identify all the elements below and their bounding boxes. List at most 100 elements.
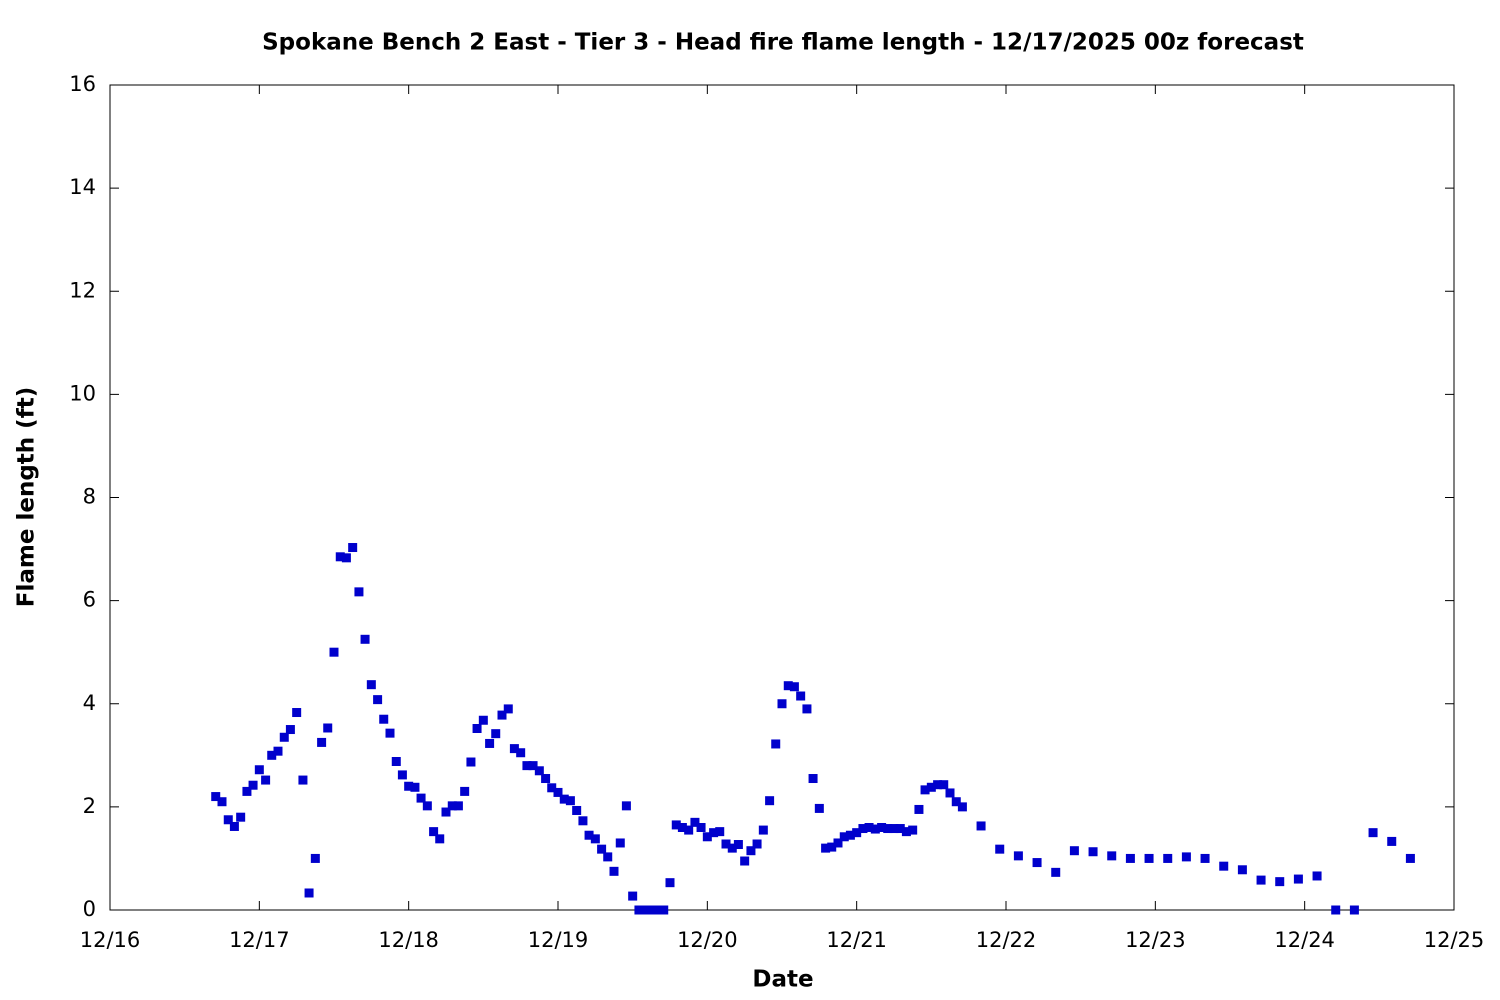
point: [889, 824, 899, 834]
point: [509, 744, 519, 754]
point: [242, 786, 252, 796]
point: [491, 729, 501, 739]
point: [995, 844, 1005, 854]
point: [565, 796, 575, 806]
point: [1368, 828, 1378, 838]
point: [273, 746, 283, 756]
point: [653, 905, 663, 915]
point: [317, 737, 327, 747]
point: [503, 704, 513, 714]
point: [341, 553, 351, 563]
point: [858, 824, 868, 834]
point: [590, 834, 600, 844]
point: [528, 761, 538, 771]
point: [640, 905, 650, 915]
point: [329, 647, 339, 657]
point: [267, 750, 277, 760]
point: [771, 739, 781, 749]
point: [802, 704, 812, 714]
point: [304, 888, 314, 898]
x-axis-label: Date: [752, 967, 813, 993]
point: [373, 695, 383, 705]
point: [777, 699, 787, 709]
point: [883, 824, 893, 834]
x-tick-label: 12/23: [1125, 928, 1186, 952]
point: [1387, 836, 1397, 846]
point: [914, 804, 924, 814]
point: [541, 774, 551, 784]
x-tick-label: 12/18: [378, 928, 439, 952]
point: [1051, 867, 1061, 877]
point: [1069, 846, 1079, 856]
point: [453, 801, 463, 811]
point: [870, 824, 880, 834]
point: [310, 853, 320, 863]
point: [758, 825, 768, 835]
point: [1256, 875, 1266, 885]
point: [578, 816, 588, 826]
point: [920, 785, 930, 795]
point: [217, 797, 227, 807]
point: [404, 781, 414, 791]
point: [516, 748, 526, 758]
point: [845, 830, 855, 840]
point: [211, 792, 221, 802]
point: [1405, 853, 1415, 863]
point: [646, 905, 656, 915]
point: [435, 834, 445, 844]
y-tick-label: 0: [83, 897, 96, 921]
point: [348, 543, 358, 553]
point: [628, 891, 638, 901]
point: [292, 708, 302, 718]
point: [733, 840, 743, 850]
point: [684, 825, 694, 835]
point: [385, 728, 395, 738]
point: [460, 786, 470, 796]
point: [945, 788, 955, 798]
point: [236, 812, 246, 822]
y-tick-label: 6: [83, 588, 96, 612]
point: [1331, 905, 1341, 915]
x-tick-label: 12/17: [229, 928, 290, 952]
point: [1349, 905, 1359, 915]
point: [671, 820, 681, 830]
point: [821, 843, 831, 853]
point: [939, 780, 949, 790]
point: [740, 856, 750, 866]
point: [323, 723, 333, 733]
point: [814, 803, 824, 813]
point: [223, 815, 233, 825]
point: [597, 844, 607, 854]
point: [1200, 853, 1210, 863]
point: [584, 830, 594, 840]
point: [709, 828, 719, 838]
point: [877, 823, 887, 832]
point: [752, 839, 762, 849]
point: [665, 878, 675, 888]
point: [1013, 851, 1023, 861]
point: [478, 715, 488, 725]
point: [335, 552, 345, 562]
point: [621, 801, 631, 811]
point: [1163, 853, 1173, 863]
point: [248, 780, 258, 790]
x-tick-label: 12/16: [80, 928, 141, 952]
y-axis-label: Flame length (ft): [14, 387, 40, 607]
point: [696, 823, 706, 832]
y-tick-label: 2: [83, 794, 96, 818]
y-tick-label: 12: [69, 278, 96, 302]
point: [229, 821, 239, 831]
point: [895, 824, 905, 834]
point: [1237, 865, 1247, 875]
point: [603, 852, 613, 862]
point: [416, 793, 426, 803]
point: [677, 823, 687, 832]
point: [553, 787, 563, 797]
point: [547, 783, 557, 793]
x-tick-label: 12/25: [1424, 928, 1485, 952]
point: [1125, 853, 1135, 863]
point: [833, 838, 843, 848]
point: [447, 801, 457, 811]
point: [559, 794, 569, 804]
